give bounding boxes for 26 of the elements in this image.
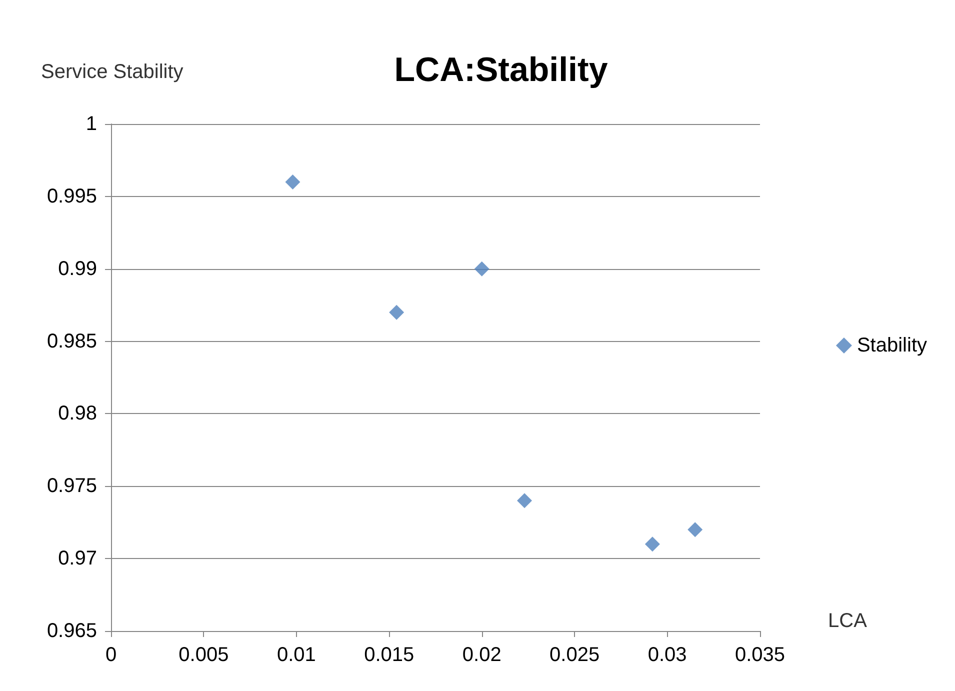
y-tick-label: 0.97 [58, 548, 97, 570]
y-tick-label: 0.98 [58, 402, 97, 425]
y-axis-title: Service Stability [41, 61, 184, 83]
y-tick-label: 0.975 [46, 475, 97, 498]
x-axis-title: LCA [828, 610, 868, 632]
point [285, 174, 300, 190]
point [474, 261, 490, 276]
chart-title: LCA:Stability [394, 51, 608, 89]
x-tick-label: 0.035 [734, 644, 786, 666]
y-tick-label: 0.995 [46, 185, 97, 208]
x-tick-label: 0.015 [364, 644, 414, 666]
x-tick-label: 0.02 [462, 644, 502, 666]
y-tick-label: 0.965 [46, 620, 97, 642]
x-tick-label: 0.025 [550, 644, 600, 666]
y-tick-label: 0.99 [58, 258, 97, 280]
y-tick-label: 1 [86, 113, 97, 135]
point [644, 536, 660, 552]
point [688, 522, 703, 538]
x-tick-label: 0 [105, 644, 117, 666]
x-tick-label: 0.005 [178, 644, 229, 666]
point [517, 493, 532, 508]
point [389, 304, 404, 320]
x-tick-label: 0.01 [276, 644, 316, 666]
x-tick-label: 0.03 [648, 644, 687, 666]
y-tick-label: 0.985 [46, 330, 97, 352]
legend-label: Stability [856, 334, 927, 356]
